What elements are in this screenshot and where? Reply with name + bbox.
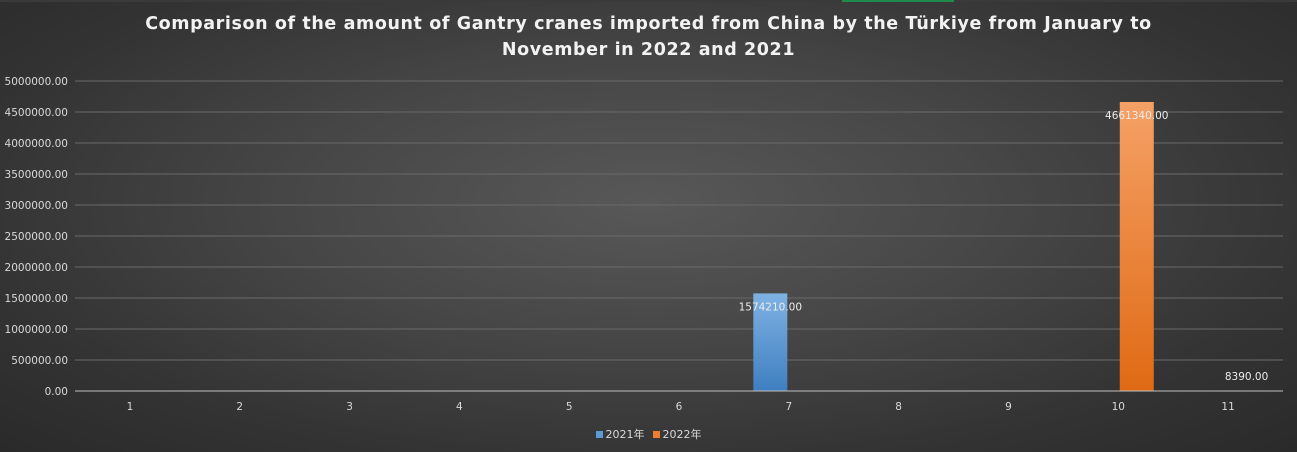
legend-swatch — [595, 430, 603, 438]
x-tick-label: 1 — [127, 401, 134, 413]
y-tick-label: 1000000.00 — [5, 324, 68, 336]
legend-item: 2022年 — [652, 426, 702, 442]
x-tick-label: 3 — [346, 401, 353, 413]
y-tick-label: 0.00 — [45, 386, 68, 398]
y-tick-label: 2500000.00 — [5, 231, 68, 243]
x-tick-label: 10 — [1112, 401, 1125, 413]
bar-2021年-7 — [753, 293, 788, 391]
y-tick-label: 3000000.00 — [5, 200, 68, 212]
y-tick-label: 2000000.00 — [5, 262, 68, 274]
y-tick-label: 500000.00 — [11, 355, 68, 367]
legend-label: 2022年 — [662, 428, 702, 441]
x-tick-label: 6 — [676, 401, 683, 413]
data-label: 4661340.00 — [1105, 110, 1168, 122]
legend-swatch — [652, 430, 660, 438]
data-label: 1574210.00 — [739, 301, 802, 313]
y-tick-label: 4000000.00 — [5, 138, 68, 150]
chart-title: Comparison of the amount of Gantry crane… — [145, 14, 1152, 60]
x-tick-label: 4 — [456, 401, 463, 413]
y-tick-label: 5000000.00 — [5, 76, 68, 88]
y-tick-label: 3500000.00 — [5, 169, 68, 181]
window-top-strip — [0, 0, 1297, 2]
y-tick-label: 1500000.00 — [5, 293, 68, 305]
legend-label: 2021年 — [605, 428, 645, 441]
x-tick-label: 8 — [895, 401, 902, 413]
x-tick-label: 9 — [1005, 401, 1012, 413]
x-tick-label: 11 — [1221, 401, 1234, 413]
x-tick-label: 5 — [566, 401, 573, 413]
y-tick-label: 4500000.00 — [5, 107, 68, 119]
x-tick-label: 2 — [236, 401, 243, 413]
data-label: 8390.00 — [1225, 371, 1268, 383]
legend: 2021年 2022年 — [0, 426, 1297, 442]
legend-item: 2021年 — [595, 426, 645, 442]
x-tick-label: 7 — [785, 401, 792, 413]
bar-2022年-10 — [1119, 101, 1154, 391]
active-sheet-tab-accent — [842, 0, 954, 2]
